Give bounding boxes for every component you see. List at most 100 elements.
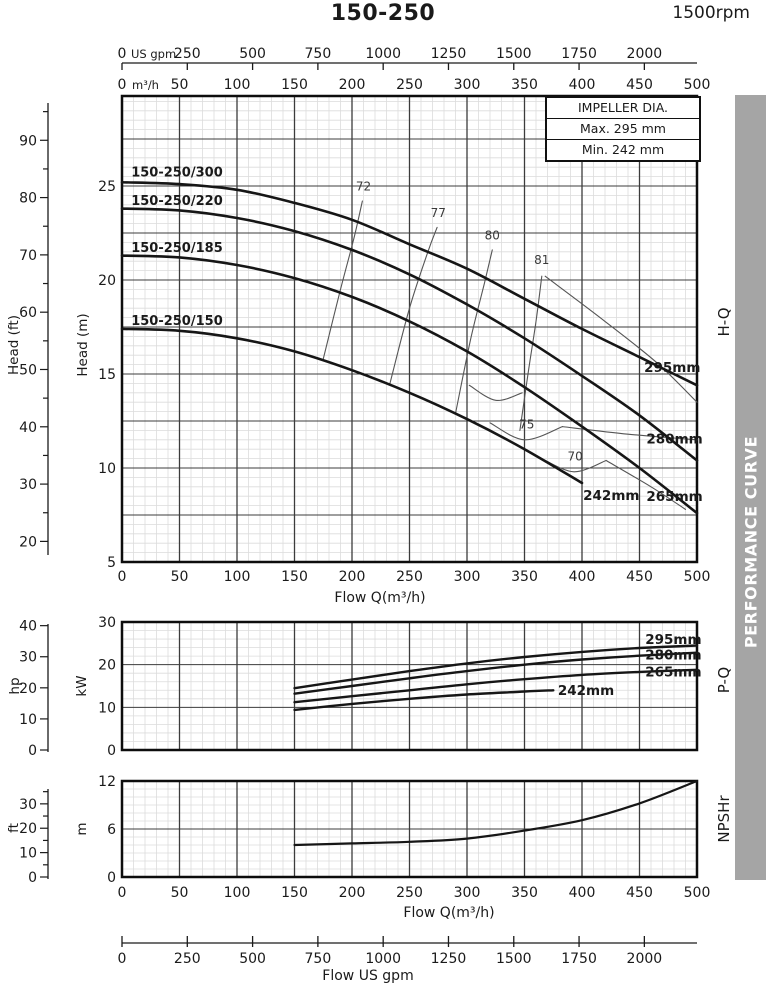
plot-border xyxy=(120,779,699,879)
npsh-ft-tick-label: 30 xyxy=(19,797,37,813)
hp-tick-label: 0 xyxy=(28,743,37,759)
banner-label: PERFORMANCE CURVE xyxy=(741,435,760,649)
m3h-top-tick-label: 450 xyxy=(626,77,653,93)
gpm-unit-label: US gpm xyxy=(131,47,176,61)
efficiency-label: 72 xyxy=(356,180,371,194)
npsh-m-tick: 0 xyxy=(107,870,116,886)
npshr-side-label: NPSHr xyxy=(715,795,733,843)
npsh-ft-tick-label: 20 xyxy=(19,821,37,837)
hq-curve-295mm xyxy=(120,180,699,387)
npsh-x-tick: 50 xyxy=(171,885,189,901)
gpm-top-tick-label: 1750 xyxy=(561,46,597,62)
hq-x-tick: 50 xyxy=(171,569,189,585)
npsh-x-tick: 200 xyxy=(339,885,366,901)
gpm-top-tick-label: 1250 xyxy=(431,46,467,62)
gpm-top-tick-label: 1500 xyxy=(496,46,532,62)
m3h-top-tick-label: 200 xyxy=(339,77,366,93)
head-ft-tick-label: 30 xyxy=(19,477,37,493)
m3h-top-tick-label: 150 xyxy=(281,77,308,93)
impeller-dia-box: IMPELLER DIA. Max. 295 mm Min. 242 mm xyxy=(545,96,701,162)
efficiency-contour xyxy=(561,426,698,441)
pq-diameter-label: 280mm xyxy=(645,648,701,664)
m3h-top-tick-label: 300 xyxy=(454,77,481,93)
efficiency-contour xyxy=(468,384,523,401)
hp-tick-label: 10 xyxy=(19,712,37,728)
npsh-x-tick: 300 xyxy=(454,885,481,901)
pq-diameter-label: 242mm xyxy=(558,683,614,699)
npshr-curve xyxy=(293,779,699,847)
hq-x-tick: 450 xyxy=(626,569,653,585)
efficiency-label: 70 xyxy=(567,449,582,463)
efficiency-contour-72 xyxy=(322,200,363,360)
hp-axis-label: hp xyxy=(7,677,23,695)
page-title: 150-250 xyxy=(330,1,436,26)
head-ft-tick-label: 40 xyxy=(19,420,37,436)
efficiency-contour xyxy=(544,275,698,403)
flow-m3h-label-bottom: Flow Q(m³/h) xyxy=(403,905,495,921)
efficiency-contour-75 xyxy=(489,422,564,441)
hq-curve-265mm xyxy=(120,254,699,515)
m3h-top-tick-label: 250 xyxy=(396,77,423,93)
npsh-x-tick: 0 xyxy=(118,885,127,901)
pq-curve-295mm xyxy=(293,644,699,690)
m3h-top-tick-label: 100 xyxy=(224,77,251,93)
speed-label: 1500rpm xyxy=(672,3,750,23)
efficiency-contour-77 xyxy=(389,226,438,384)
flow-usgpm-label: Flow US gpm xyxy=(322,968,414,984)
hq-x-tick: 200 xyxy=(339,569,366,585)
hq-x-tick: 0 xyxy=(118,569,127,585)
gpm-bottom-tick-label: 250 xyxy=(174,951,201,967)
head-ft-tick-label: 90 xyxy=(19,133,37,149)
model-label: 150-250/150 xyxy=(131,314,223,329)
impeller-dia-title: IMPELLER DIA. xyxy=(577,100,668,115)
impeller-dia-min: Min. 242 mm xyxy=(547,139,699,160)
hp-tick-label: 40 xyxy=(19,619,37,635)
kw-tick: 30 xyxy=(98,615,116,631)
head-ft-tick-label: 20 xyxy=(19,534,37,550)
kw-tick: 0 xyxy=(107,743,116,759)
kw-tick: 10 xyxy=(98,700,116,716)
head-ft-tick-label: 60 xyxy=(19,305,37,321)
npsh-x-tick: 250 xyxy=(396,885,423,901)
efficiency-contour-81 xyxy=(519,275,543,431)
efficiency-label: 81 xyxy=(534,253,549,267)
head-m-tick: 15 xyxy=(98,367,116,383)
m3h-top-tick-label: 0 xyxy=(118,77,127,93)
head-m-tick: 20 xyxy=(98,273,116,289)
model-label: 150-250/220 xyxy=(131,194,223,209)
gpm-bottom-tick-label: 1250 xyxy=(431,951,467,967)
gpm-top-tick-label: 250 xyxy=(174,46,201,62)
npsh-ft-tick-label: 0 xyxy=(28,870,37,886)
gpm-bottom-tick-label: 1750 xyxy=(561,951,597,967)
impeller-dia-max: Max. 295 mm xyxy=(547,118,699,139)
npsh-x-tick: 350 xyxy=(511,885,538,901)
npsh-x-tick: 100 xyxy=(224,885,251,901)
plot-border xyxy=(120,620,699,752)
kw-axis-label: kW xyxy=(74,675,90,697)
head-m-axis-label: Head (m) xyxy=(75,313,91,377)
hq-curve-242mm xyxy=(120,327,584,485)
efficiency-contour xyxy=(605,459,687,510)
diameter-label: 280mm xyxy=(646,432,702,448)
gpm-bottom-tick-label: 1000 xyxy=(365,951,401,967)
npsh-x-tick: 450 xyxy=(626,885,653,901)
pq-curve-265mm xyxy=(293,668,699,704)
gpm-bottom-tick-label: 500 xyxy=(239,951,266,967)
hq-x-tick: 400 xyxy=(569,569,596,585)
flow-m3h-label-mid: Flow Q(m³/h) xyxy=(334,590,426,606)
npsh-ft-tick-label: 10 xyxy=(19,846,37,862)
m3h-top-tick-label: 50 xyxy=(171,77,189,93)
hq-x-tick: 250 xyxy=(396,569,423,585)
m3h-unit-label: m³/h xyxy=(132,78,159,92)
model-label: 150-250/300 xyxy=(131,166,223,181)
hq-side-label: H-Q xyxy=(715,307,733,337)
hq-x-tick: 150 xyxy=(281,569,308,585)
hq-x-tick: 500 xyxy=(684,569,711,585)
hq-x-tick: 300 xyxy=(454,569,481,585)
hq-x-tick: 100 xyxy=(224,569,251,585)
head-m-tick: 10 xyxy=(98,461,116,477)
npsh-x-tick: 400 xyxy=(569,885,596,901)
npsh-x-tick: 150 xyxy=(281,885,308,901)
